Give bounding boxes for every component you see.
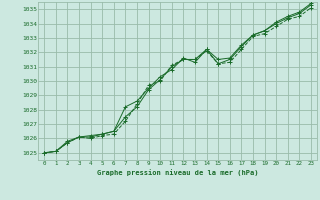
X-axis label: Graphe pression niveau de la mer (hPa): Graphe pression niveau de la mer (hPa) [97, 169, 258, 176]
